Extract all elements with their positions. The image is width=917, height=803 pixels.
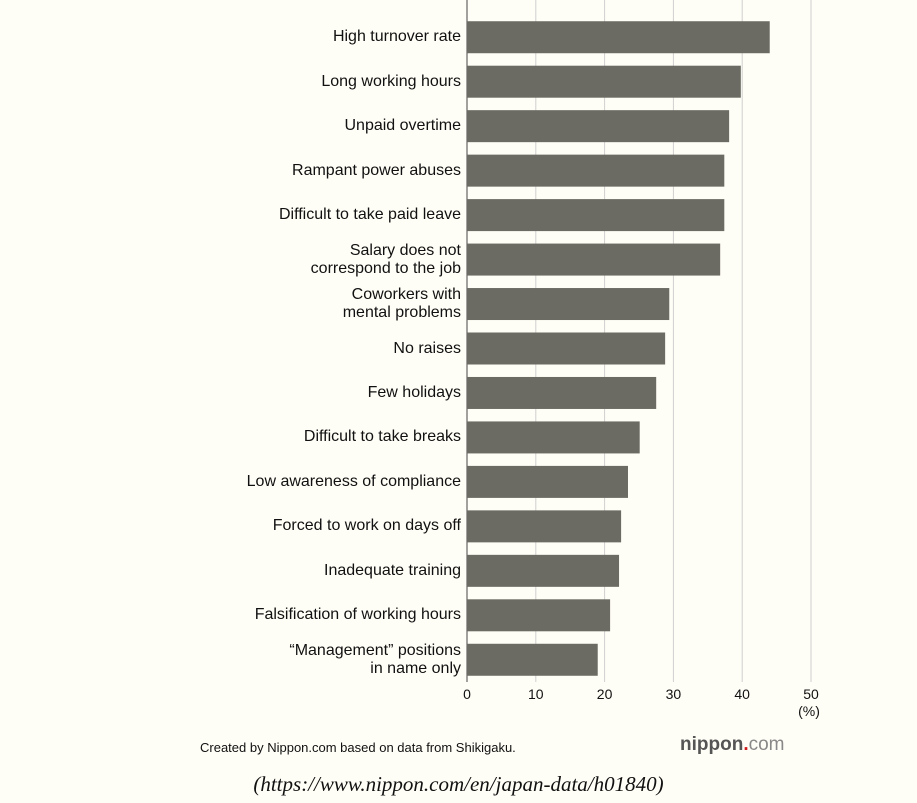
- category-label: No raises: [141, 340, 461, 358]
- source-note: Created by Nippon.com based on data from…: [200, 740, 516, 755]
- bar: [467, 66, 741, 98]
- logo-suffix: com: [749, 734, 785, 755]
- category-label: Few holidays: [141, 384, 461, 402]
- bar: [467, 110, 729, 142]
- bar: [467, 377, 656, 409]
- category-label: Rampant power abuses: [141, 162, 461, 180]
- logo-main: nippon: [680, 734, 743, 755]
- bar: [467, 21, 770, 53]
- page: Created by Nippon.com based on data from…: [0, 0, 917, 803]
- bar: [467, 421, 640, 453]
- caption: (https://www.nippon.com/en/japan-data/h0…: [0, 772, 917, 797]
- category-label: Low awareness of compliance: [141, 473, 461, 491]
- bar: [467, 644, 598, 676]
- bar: [467, 155, 724, 187]
- x-tick-label: 0: [463, 686, 471, 702]
- bar: [467, 333, 665, 365]
- bar: [467, 599, 610, 631]
- category-label: Inadequate training: [141, 562, 461, 580]
- bar: [467, 199, 724, 231]
- bar: [467, 466, 628, 498]
- x-axis-label: (%): [798, 703, 820, 719]
- logo: nippon.com: [680, 734, 785, 756]
- category-label: Long working hours: [141, 73, 461, 91]
- category-label: Coworkers with mental problems: [141, 286, 461, 322]
- category-label: Falsification of working hours: [141, 606, 461, 624]
- x-tick-label: 40: [734, 686, 750, 702]
- x-tick-label: 50: [803, 686, 819, 702]
- bar: [467, 288, 669, 320]
- x-tick-label: 10: [528, 686, 544, 702]
- category-label: “Management” positions in name only: [141, 642, 461, 678]
- bar: [467, 555, 619, 587]
- category-label: Unpaid overtime: [141, 117, 461, 135]
- x-tick-label: 30: [666, 686, 682, 702]
- x-tick-label: 20: [597, 686, 613, 702]
- category-label: High turnover rate: [141, 28, 461, 46]
- bar: [467, 510, 621, 542]
- category-label: Salary does not correspond to the job: [141, 242, 461, 278]
- category-label: Difficult to take breaks: [141, 428, 461, 446]
- category-label: Forced to work on days off: [141, 517, 461, 535]
- category-label: Difficult to take paid leave: [141, 206, 461, 224]
- bar: [467, 244, 720, 276]
